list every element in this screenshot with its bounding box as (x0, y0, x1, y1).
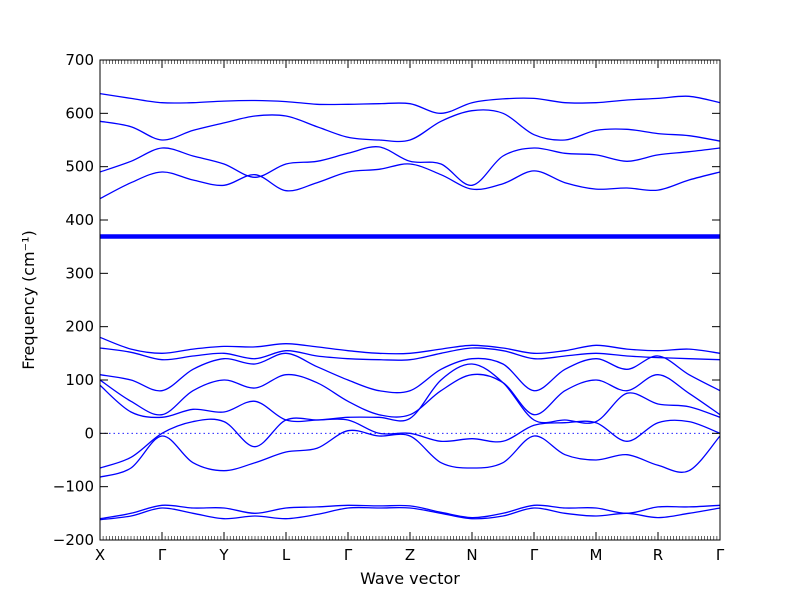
y-tick-label: 0 (84, 424, 94, 442)
band-line-16 (99, 504, 721, 520)
band-line-14 (99, 417, 721, 469)
x-tick-label: Z (405, 546, 415, 564)
x-tick-label: R (653, 546, 663, 564)
band-line-3 (99, 146, 721, 186)
y-tick-label: −100 (53, 478, 94, 496)
band-line-12 (99, 373, 721, 418)
x-tick-label: Γ (530, 546, 539, 564)
band-line-10 (99, 347, 721, 361)
band-line-13 (99, 363, 721, 424)
y-tick-label: 300 (65, 264, 94, 282)
y-tick-label: 400 (65, 211, 94, 229)
band-line-15 (99, 429, 721, 478)
x-tick-label: Γ (344, 546, 353, 564)
x-tick-label: Γ (158, 546, 167, 564)
x-tick-label: Y (218, 546, 229, 564)
x-tick-label: N (466, 546, 477, 564)
y-tick-label: 200 (65, 318, 94, 336)
x-tick-label: L (282, 546, 291, 564)
y-tick-label: −200 (53, 531, 94, 549)
band-line-11 (99, 352, 721, 394)
plot-area (99, 92, 721, 521)
x-tick-label: X (95, 546, 105, 564)
y-axis-label: Frequency (cm⁻¹) (19, 230, 38, 369)
band-line-17 (99, 506, 721, 521)
y-tick-label: 700 (65, 51, 94, 69)
band-line-9 (99, 336, 721, 355)
band-line-4 (99, 163, 721, 200)
x-axis-label: Wave vector (360, 569, 460, 588)
band-line-1 (99, 92, 721, 114)
x-tick-label: Γ (716, 546, 725, 564)
band-line-2 (99, 109, 721, 143)
y-tick-label: 500 (65, 158, 94, 176)
y-tick-label: 600 (65, 104, 94, 122)
y-tick-label: 100 (65, 371, 94, 389)
plot-frame (99, 59, 721, 541)
x-tick-label: M (590, 546, 603, 564)
y-axis: −200 −100 0 100 200 300 400 500 600 700 (53, 51, 720, 549)
